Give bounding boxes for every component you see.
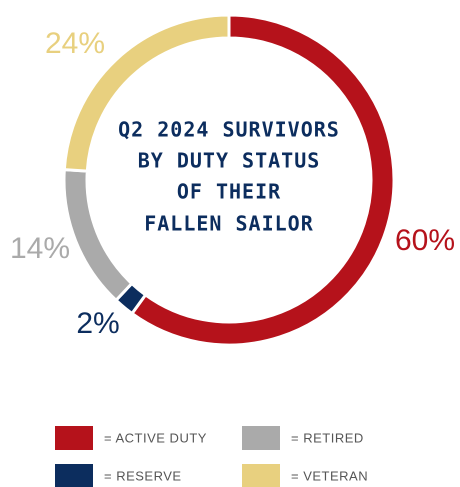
legend-swatch [242,464,280,487]
chart-title: Q2 2024 SURVIVORS [118,118,340,142]
slice [62,13,231,173]
legend-label: = RETIRED [291,430,364,445]
data-label: 60% [395,224,455,257]
data-label: 2% [76,307,119,340]
chart-title: BY DUTY STATUS [138,149,321,173]
legend-label: = ACTIVE DUTY [104,430,207,445]
data-label: 24% [45,27,105,60]
data-label: 14% [10,232,70,265]
legend-swatch [55,426,93,450]
slice [62,168,134,303]
legend-swatch [242,426,280,450]
slice [129,13,396,347]
legend-label: = VETERAN [291,468,368,483]
chart-title: OF THEIR [177,180,281,204]
donut [62,13,396,347]
legend-swatch [55,464,93,487]
legend-label: = RESERVE [104,468,182,483]
chart-title: FALLEN SAILOR [144,212,314,236]
